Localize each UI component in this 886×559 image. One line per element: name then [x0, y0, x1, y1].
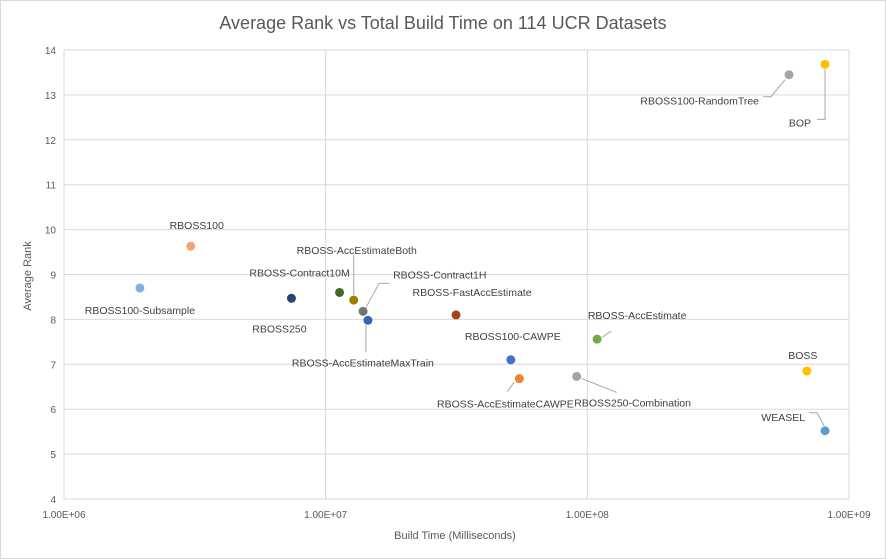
- x-tick-label: 1.00E+07: [304, 510, 348, 521]
- data-label: RBOSS100-Subsample: [85, 305, 195, 317]
- data-label: RBOSS-AccEstimate: [588, 310, 687, 322]
- data-point: [592, 334, 602, 344]
- y-tick-label: 13: [45, 91, 57, 102]
- data-points: [135, 59, 830, 436]
- y-tick-label: 11: [46, 181, 57, 192]
- chart-title: Average Rank vs Total Build Time on 114 …: [219, 13, 666, 33]
- leader-line: [601, 330, 612, 338]
- data-point: [358, 306, 368, 316]
- data-point: [802, 366, 812, 376]
- data-label: RBOSS-Contract10M: [249, 267, 349, 279]
- data-label: RBOSS100-RandomTree: [640, 96, 759, 108]
- data-point: [363, 315, 373, 325]
- y-tick-label: 12: [45, 136, 57, 147]
- leader-lines: [353, 69, 826, 426]
- y-tick-label: 4: [50, 495, 56, 506]
- leader-line: [581, 377, 617, 393]
- x-tick-label: 1.00E+09: [827, 510, 871, 521]
- data-point: [514, 374, 524, 384]
- y-tick-label: 14: [45, 46, 57, 57]
- leader-line: [817, 69, 826, 120]
- y-tick-label: 8: [50, 315, 56, 326]
- data-point: [335, 287, 345, 297]
- y-tick-label: 6: [50, 405, 56, 416]
- data-label: WEASEL: [761, 412, 805, 424]
- data-label: RBOSS250: [252, 323, 306, 335]
- y-axis-title: Average Rank: [22, 241, 34, 311]
- y-tick-label: 10: [45, 226, 57, 237]
- leader-line: [809, 412, 825, 426]
- data-label: RBOSS100: [170, 220, 224, 232]
- y-axis-ticks: 4 5 6 7 8 9 10 11 12 13 14: [45, 46, 57, 506]
- data-point: [820, 59, 830, 69]
- y-tick-label: 9: [50, 271, 56, 282]
- data-label: RBOSS-AccEstimateCAWPE: [437, 399, 574, 411]
- data-label: RBOSS-FastAccEstimate: [413, 287, 532, 299]
- data-label: RBOSS-AccEstimateMaxTrain: [292, 357, 434, 369]
- data-point: [572, 371, 582, 381]
- data-point: [820, 426, 830, 436]
- x-tick-label: 1.00E+06: [42, 510, 86, 521]
- x-tick-label: 1.00E+08: [566, 510, 610, 521]
- data-label: RBOSS-AccEstimateBoth: [297, 245, 417, 257]
- data-label: RBOSS100-CAWPE: [465, 331, 561, 343]
- leader-line: [365, 282, 390, 308]
- leader-line: [763, 79, 786, 98]
- leader-line: [506, 381, 515, 392]
- data-label: RBOSS250-Combination: [574, 397, 691, 409]
- gridlines: [63, 49, 850, 500]
- data-point: [451, 310, 461, 320]
- data-point: [784, 70, 794, 80]
- data-label: BOP: [789, 117, 811, 129]
- data-label: RBOSS-Contract1H: [393, 269, 486, 281]
- data-point: [506, 355, 516, 365]
- data-point: [135, 283, 145, 293]
- data-label: BOSS: [788, 350, 817, 362]
- data-point: [349, 295, 359, 305]
- data-point: [186, 241, 196, 251]
- point-labels: RBOSS100-Subsample RBOSS100 RBOSS250 RBOSS-…: [85, 96, 818, 424]
- y-tick-label: 5: [50, 450, 56, 461]
- data-point: [286, 293, 296, 303]
- x-axis-title: Build Time (Milliseconds): [394, 530, 516, 542]
- y-tick-label: 7: [50, 360, 56, 371]
- x-axis-ticks: 1.00E+06 1.00E+07 1.00E+08 1.00E+09: [42, 510, 871, 521]
